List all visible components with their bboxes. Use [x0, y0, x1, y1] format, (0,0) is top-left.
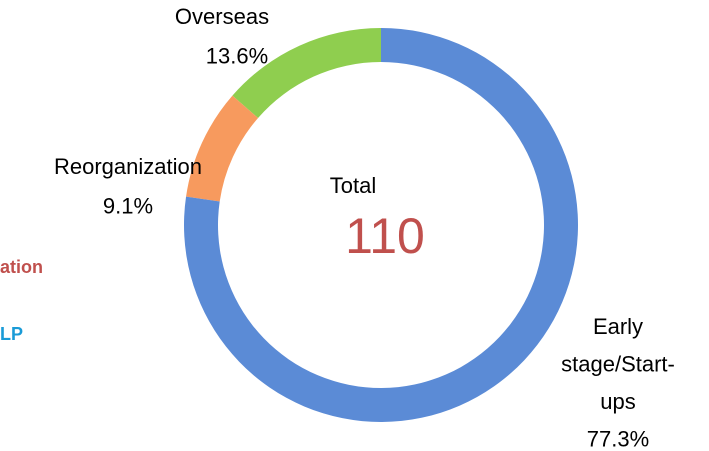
slice-value-label: 9.1%: [103, 193, 153, 218]
slice-value-label: 77.3%: [587, 426, 649, 451]
side-text: ation: [0, 257, 43, 277]
center-label: Total: [330, 173, 376, 198]
center-value: 110: [345, 208, 425, 264]
side-text: LP: [0, 324, 23, 344]
donut-slice: [186, 95, 259, 202]
donut-slice: [232, 28, 381, 118]
slice-label: Early stage/Start-ups: [561, 314, 675, 414]
slice-label: Overseas: [175, 4, 269, 29]
slice-label: Reorganization: [54, 154, 202, 179]
slice-value-label: 13.6%: [206, 43, 268, 68]
